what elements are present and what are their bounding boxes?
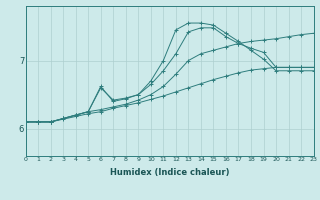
- X-axis label: Humidex (Indice chaleur): Humidex (Indice chaleur): [110, 168, 229, 177]
